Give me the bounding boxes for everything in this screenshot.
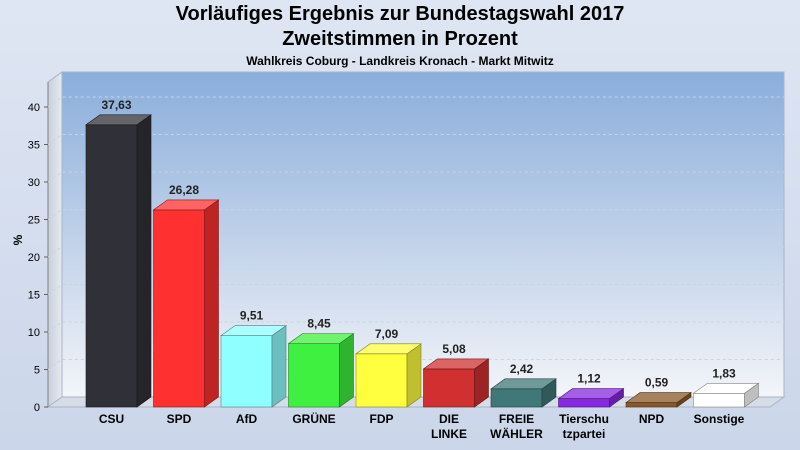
value-label: 1,12 bbox=[577, 372, 601, 386]
bar-npd bbox=[625, 391, 692, 408]
bar-csu bbox=[85, 114, 152, 408]
y-tick-label: 10 bbox=[28, 327, 40, 339]
bar-front bbox=[693, 392, 745, 408]
value-label: 5,08 bbox=[442, 342, 466, 356]
bar-spd bbox=[152, 199, 220, 408]
bar-top bbox=[85, 114, 152, 126]
bar-front bbox=[85, 124, 138, 408]
bar-die-linke bbox=[422, 358, 490, 408]
bar-grüne bbox=[287, 333, 355, 408]
bar-fdp bbox=[355, 343, 422, 408]
chart-subtitle: Zweitstimmen in Prozent bbox=[282, 28, 518, 50]
bar-top bbox=[692, 382, 760, 394]
y-tick-label: 5 bbox=[34, 365, 40, 377]
y-tick-label: 0 bbox=[34, 402, 40, 414]
gridline bbox=[47, 209, 784, 220]
bar-front bbox=[625, 402, 678, 408]
y-tick-label: 30 bbox=[28, 177, 40, 189]
category-label: SPD bbox=[167, 412, 192, 426]
gridline bbox=[47, 359, 784, 370]
bar-front bbox=[490, 388, 543, 408]
bar-front bbox=[355, 353, 408, 408]
y-axis-label: % bbox=[11, 234, 25, 245]
bar-front bbox=[558, 398, 610, 408]
value-label: 9,51 bbox=[240, 309, 264, 323]
category-label: Tierschu bbox=[559, 412, 609, 426]
bar-tierschu-tzpartei bbox=[557, 388, 625, 408]
gridline bbox=[47, 134, 784, 145]
bar-side bbox=[339, 333, 354, 408]
category-label: LINKE bbox=[431, 427, 467, 441]
y-tick-label: 20 bbox=[28, 252, 40, 264]
value-label: 8,45 bbox=[307, 317, 331, 331]
gridline bbox=[47, 284, 784, 295]
y-tick-label: 35 bbox=[28, 140, 40, 152]
category-label: DIE bbox=[439, 412, 459, 426]
value-label: 26,28 bbox=[169, 183, 199, 197]
category-label: Sonstige bbox=[694, 412, 745, 426]
gridline bbox=[47, 96, 784, 108]
value-label: 0,59 bbox=[645, 376, 669, 390]
bar-top bbox=[557, 388, 625, 399]
category-label: FREIE bbox=[499, 412, 534, 426]
bar-side bbox=[406, 343, 422, 408]
plot-side-wall bbox=[47, 71, 63, 408]
bar-top bbox=[355, 343, 422, 355]
bar-top bbox=[625, 392, 692, 403]
bar-side bbox=[204, 199, 219, 408]
category-label: tzpartei bbox=[563, 427, 606, 441]
chart-title: Vorläufiges Ergebnis zur Bundestagswahl … bbox=[175, 3, 625, 25]
bar-freie-wähler bbox=[490, 378, 557, 408]
bar-top bbox=[220, 325, 287, 336]
y-tick-label: 15 bbox=[28, 290, 40, 302]
category-label: NPD bbox=[639, 412, 665, 426]
bar-side bbox=[271, 325, 287, 408]
value-label: 2,42 bbox=[510, 362, 534, 376]
bar-top bbox=[422, 358, 490, 370]
category-label: AfD bbox=[236, 412, 258, 426]
y-tick-label: 25 bbox=[28, 215, 40, 227]
value-label: 7,09 bbox=[375, 327, 399, 341]
bar-front bbox=[423, 368, 475, 408]
bar-front bbox=[220, 335, 273, 408]
gridline bbox=[47, 321, 784, 333]
bar-top bbox=[152, 199, 220, 211]
bar-front bbox=[153, 209, 205, 408]
bar-front bbox=[288, 343, 340, 408]
y-tick-label: 40 bbox=[28, 102, 40, 114]
chart-region-subtitle: Wahlkreis Coburg - Landkreis Kronach - M… bbox=[246, 54, 554, 68]
bar-top bbox=[287, 333, 355, 344]
bar-top bbox=[490, 378, 557, 390]
bar-afd bbox=[220, 325, 287, 408]
gridline bbox=[47, 171, 784, 183]
bar-sonstige bbox=[692, 382, 760, 408]
value-label: 1,83 bbox=[712, 366, 736, 380]
category-label: WÄHLER bbox=[490, 426, 543, 441]
category-label: GRÜNE bbox=[292, 411, 335, 426]
category-label: CSU bbox=[99, 412, 124, 426]
gridline bbox=[47, 246, 784, 258]
bar-side bbox=[136, 114, 152, 408]
category-label: FDP bbox=[370, 412, 394, 426]
value-label: 37,63 bbox=[101, 98, 131, 112]
